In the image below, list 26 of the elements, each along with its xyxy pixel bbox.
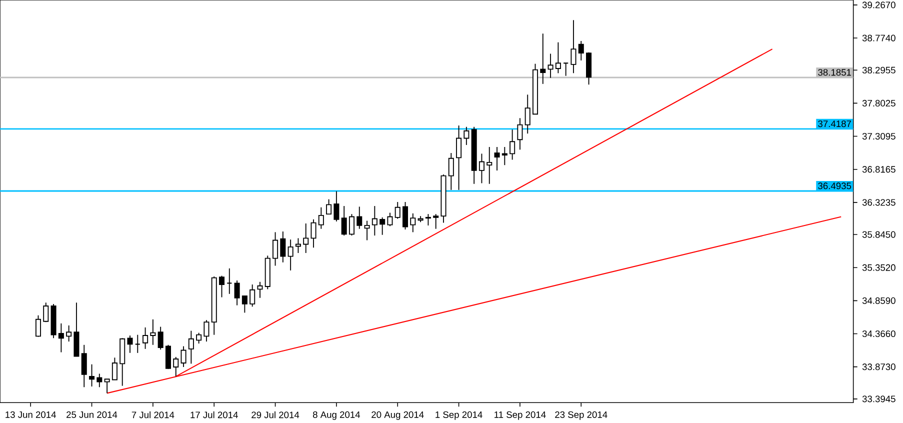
y-tick-label: 37.8025: [862, 100, 896, 106]
x-tick-label: 17 Jul 2014: [190, 411, 238, 418]
y-tick-label: 36.8165: [862, 166, 896, 173]
ref-line-label: 38.1851: [818, 69, 851, 76]
y-tick-label: 38.7740: [862, 34, 896, 42]
y-tick-label: 36.3235: [862, 199, 896, 206]
x-tick-label: 23 Sep 2014: [555, 411, 608, 420]
y-tick-label: 33.3945: [862, 396, 896, 402]
y-tick-label: 39.2670: [862, 2, 896, 8]
ref-line-label: 37.4187: [818, 120, 851, 128]
ref-line-label: 36.4935: [818, 182, 852, 190]
y-tick-label: 38.2955: [862, 66, 896, 74]
y-tick-label: 34.3660: [862, 330, 896, 338]
y-tick-label: 34.8590: [862, 297, 896, 304]
y-tick-label: 33.8730: [862, 364, 896, 370]
y-tick-label: 35.8450: [862, 231, 896, 238]
x-tick-label: 7 Jul 2014: [132, 411, 174, 418]
x-tick-label: 11 Sep 2014: [494, 411, 546, 420]
x-tick-label: 29 Jul 2014: [252, 411, 300, 418]
y-tick-label: 35.3520: [862, 264, 896, 271]
x-tick-label: 8 Aug 2014: [312, 411, 360, 420]
x-tick-label: 25 Jun 2014: [66, 411, 118, 418]
x-tick-label: 13 Jun 2014: [6, 411, 56, 418]
y-tick-label: 37.3095: [862, 132, 896, 140]
x-tick-label: 1 Sep 2014: [436, 411, 482, 420]
x-tick-label: 20 Aug 2014: [372, 411, 424, 420]
